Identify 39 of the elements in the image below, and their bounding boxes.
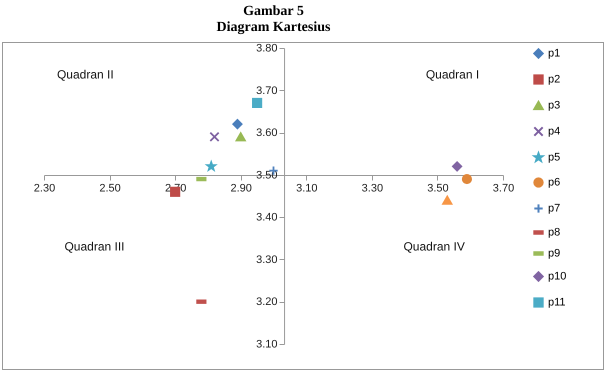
legend-label: p8 — [548, 226, 560, 238]
chart-subtitle: Diagram Kartesius — [216, 20, 332, 35]
annotation: Quadran I — [426, 68, 480, 82]
x-tick-label: 2.90 — [230, 182, 252, 194]
annotation: Quadran IV — [403, 239, 465, 254]
annotation: Quadran II — [56, 68, 114, 82]
point — [232, 119, 243, 130]
legend-label: p2 — [548, 74, 560, 86]
x-tick-label: 2.50 — [99, 182, 121, 194]
y-tick-label: 3.40 — [256, 212, 278, 224]
legend-label: p5 — [548, 152, 560, 164]
y-tick-label: 3.30 — [256, 254, 278, 266]
legend-label: p3 — [548, 100, 560, 112]
x-tick-label: 2.30 — [34, 182, 56, 194]
y-tick-label: 3.80 — [256, 42, 278, 54]
y-tick-label: 3.60 — [256, 127, 278, 140]
legend-label: p7 — [548, 202, 560, 214]
point — [442, 196, 452, 205]
legend-label: p10 — [548, 270, 566, 282]
point — [236, 132, 246, 142]
chart-title: Gambar 5 — [243, 4, 304, 19]
point — [206, 161, 216, 171]
point — [209, 132, 220, 142]
y-tick-label: 3.70 — [256, 84, 278, 97]
point — [252, 98, 262, 108]
y-tick-label: 3.10 — [256, 338, 278, 350]
legend-label: p9 — [548, 248, 560, 260]
legend-label: p6 — [548, 176, 560, 188]
x-tick-label: 3.30 — [362, 182, 384, 194]
point — [452, 161, 462, 172]
x-tick-label: 3.70 — [492, 182, 514, 194]
legend-label: p1 — [548, 48, 560, 60]
x-tick-label: 3.50 — [427, 182, 449, 194]
legend-label: p11 — [548, 296, 566, 308]
point — [462, 174, 472, 184]
x-tick-label: 3.10 — [296, 182, 318, 194]
legend-label: p4 — [548, 126, 560, 138]
y-tick-label: 3.20 — [256, 296, 278, 308]
annotation: Quadran III — [64, 239, 125, 254]
